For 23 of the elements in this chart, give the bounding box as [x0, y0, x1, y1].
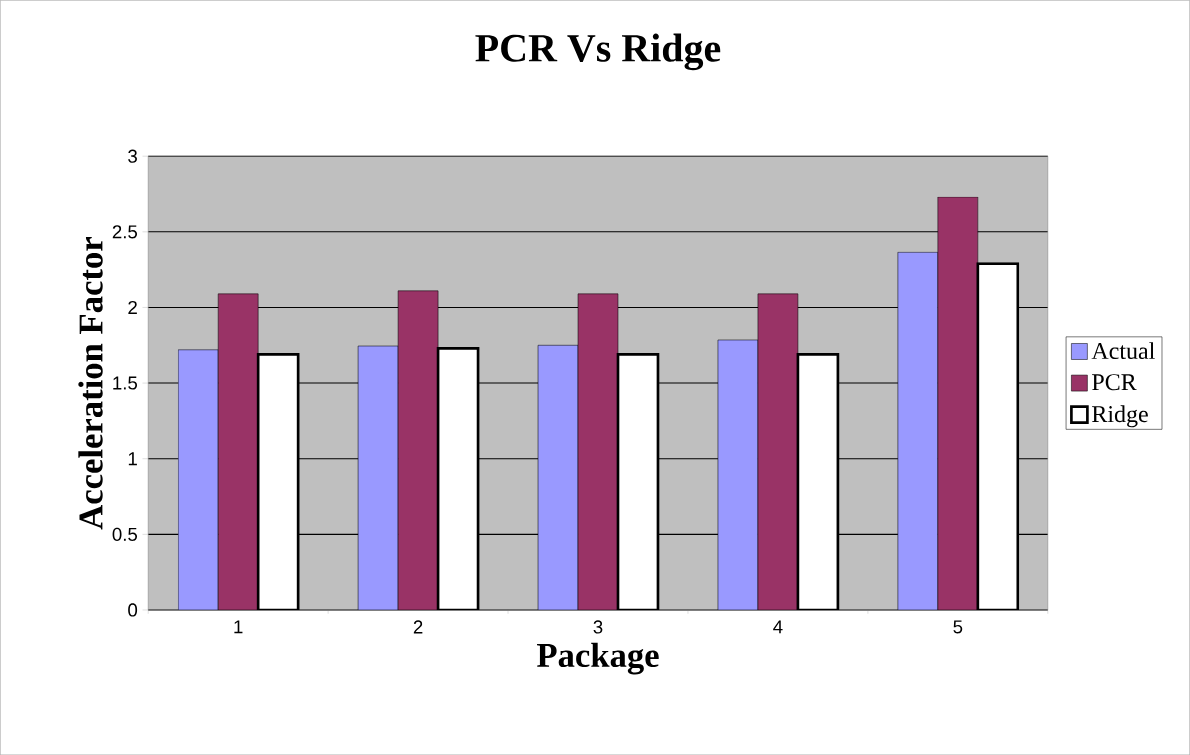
- bar: [577, 293, 619, 610]
- y-tick-label: 0: [128, 603, 138, 617]
- legend-label: Ridge: [1092, 405, 1148, 428]
- x-tick-label: 5: [953, 620, 963, 634]
- x-tick-label: 4: [773, 620, 783, 634]
- y-tick-label: 1.5: [113, 376, 138, 390]
- chart-title: PCR Vs Ridge: [475, 33, 721, 71]
- x-tick-label: 3: [593, 620, 603, 634]
- x-tick-label: 2: [413, 620, 423, 634]
- y-tick-label: 2.5: [112, 225, 138, 239]
- bar: [217, 293, 259, 610]
- legend-label: Actual: [1091, 342, 1155, 359]
- bar: [937, 196, 979, 610]
- x-tick-label: 1: [234, 620, 243, 634]
- legend-label: PCR: [1092, 374, 1137, 391]
- y-tick-label: 2: [128, 300, 137, 314]
- y-axis-title: Acceleration Factor: [78, 237, 103, 530]
- y-tick-label: 1: [128, 452, 137, 466]
- y-tick-label: 3: [128, 149, 137, 163]
- y-tick-label: 0.5: [112, 527, 138, 541]
- bar: [397, 290, 439, 610]
- x-axis-title: Package: [537, 642, 659, 675]
- bar: [757, 293, 799, 610]
